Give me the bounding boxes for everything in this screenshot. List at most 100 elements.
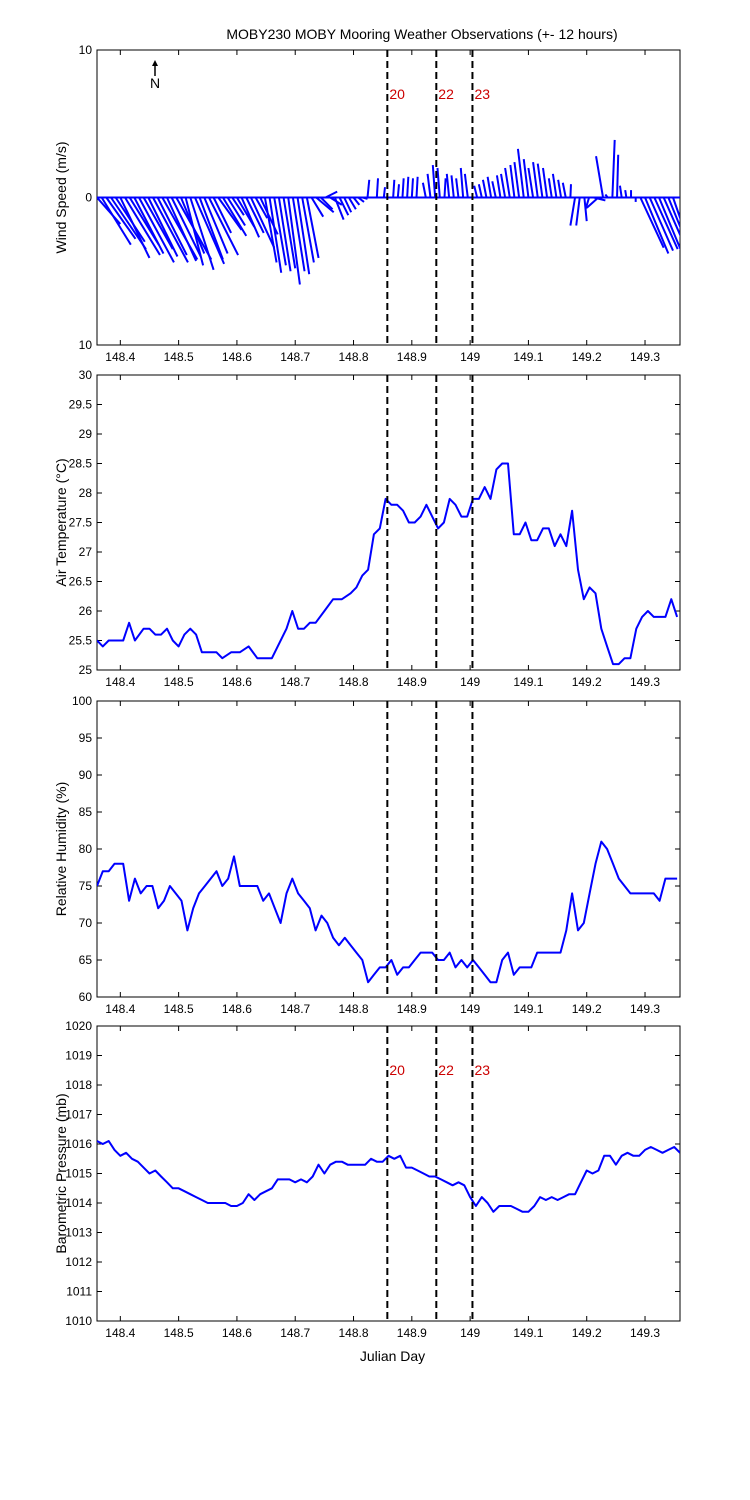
wind-stick [569,197,577,226]
y-tick-label: 1012 [65,1255,92,1269]
x-tick-label: 149.3 [630,1326,660,1340]
wind-stick [138,197,175,263]
x-tick-label: 149.2 [572,1326,602,1340]
x-tick-label: 148.4 [105,1002,135,1016]
wind-stick [198,197,224,260]
wind-stick [217,196,243,231]
wind-stick [406,176,410,198]
series-line [97,840,678,984]
y-tick-label: 10 [79,43,93,57]
wind-stick [473,185,479,198]
wind-stick [133,197,165,255]
panel-2: 25 25.5 26 26.5 27 27.5 28 28.5 29 29.5 30 148.4 148… [53,368,681,689]
wind-stick [595,156,605,198]
y-tick-label: 30 [79,368,93,382]
wind-stick [212,197,232,234]
marker-label: 22 [438,1062,454,1078]
y-tick-label: 90 [79,768,93,782]
x-tick-label: 148.6 [222,1326,252,1340]
panel-4: 1010 1011 1012 1013 1014 1015 1016 1017 1018 1019… [53,1019,681,1364]
series-line [97,1140,680,1213]
wind-stick [325,190,338,199]
wind-stick [443,178,447,198]
wind-stick [495,175,502,198]
wind-stick [287,197,301,285]
x-tick-label: 149.1 [513,350,543,364]
y-tick-label: 1018 [65,1078,92,1092]
wind-stick [500,173,507,198]
marker-label: 23 [474,86,490,102]
wind-stick [277,197,292,272]
x-tick-label: 148.9 [397,675,427,689]
wind-stick [152,197,189,263]
wind-stick [557,179,563,198]
plot-area [97,840,678,984]
y-tick-label: 28.5 [69,457,93,471]
y-tick-label: 29.5 [69,398,93,412]
wind-stick [536,163,544,198]
y-tick-label: 26 [79,604,93,618]
wind-stick [263,197,278,263]
wind-stick [569,184,572,198]
y-axis-label: Relative Humidity (%) [53,782,69,917]
marker-label: 20 [389,86,405,102]
x-tick-label: 148.7 [280,350,310,364]
wind-stick [491,181,497,198]
x-tick-label: 148.8 [339,350,369,364]
y-axis-label: Barometric Pressure (mb) [53,1093,69,1253]
wind-stick [527,167,535,198]
wind-stick [347,196,357,210]
wind-stick [226,196,246,227]
y-tick-label: 28 [79,486,93,500]
y-tick-label: 1020 [65,1019,92,1033]
x-tick-label: 149.3 [630,350,660,364]
wind-stick [254,197,269,219]
wind-stick [516,148,525,198]
wind-stick [618,185,623,198]
wind-stick [105,196,137,240]
wind-stick [100,196,132,246]
x-tick-label: 149 [460,675,480,689]
wind-stick [222,196,248,237]
wind-stick [547,178,553,198]
x-tick-label: 149 [460,1326,480,1340]
x-tick-label: 149 [460,1002,480,1016]
wind-stick [513,161,521,198]
x-tick-label: 148.8 [339,1326,369,1340]
x-tick-label: 148.4 [105,675,135,689]
x-tick-label: 149.2 [572,675,602,689]
wind-stick [375,178,380,198]
wind-stick [291,197,306,272]
wind-stick [166,197,198,262]
wind-stick [396,184,400,198]
wind-stick [463,173,469,198]
wind-stick [486,176,493,198]
x-axis-label: Julian Day [360,1348,425,1364]
y-tick-label: 75 [79,879,93,893]
panel-3: 60 65 70 75 80 85 90 95 100 148.4 148.5 148.6 148.7 1… [53,694,681,1016]
wind-stick [194,197,226,265]
wind-stick [268,197,283,273]
wind-stick [343,197,353,213]
wind-stick [320,196,334,211]
y-tick-label: 1013 [65,1226,92,1240]
wind-stick [240,197,260,238]
wind-stick [648,197,674,252]
wind-stick [593,196,606,202]
wind-stick [362,196,368,200]
y-tick-label: 27.5 [69,516,93,530]
x-tick-label: 149.2 [572,1002,602,1016]
x-tick-label: 148.6 [222,350,252,364]
wind-stick [532,161,539,198]
x-tick-label: 148.6 [222,675,252,689]
wind-stick [282,197,297,269]
wind-stick [436,167,441,198]
wind-stick [410,178,414,198]
y-tick-label: 70 [79,916,93,930]
wind-stick [611,139,616,198]
y-tick-label: 65 [79,953,93,967]
plot-area [97,1140,680,1213]
wind-stick [382,187,386,198]
x-tick-label: 148.9 [397,1326,427,1340]
